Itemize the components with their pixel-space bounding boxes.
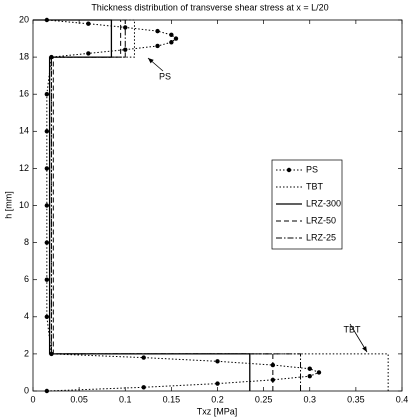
series-marker (169, 32, 174, 38)
series-marker (44, 388, 50, 394)
annotation: PS (159, 71, 171, 81)
chart-title: Thickness distribution of transverse she… (91, 2, 328, 12)
x-tick-label: 0.15 (163, 394, 181, 404)
y-tick-label: 4 (24, 311, 29, 321)
x-tick-label: 0.3 (303, 394, 316, 404)
y-tick-label: 6 (24, 274, 29, 284)
legend-label: TBT (306, 181, 324, 191)
series-marker (215, 359, 220, 364)
x-tick-label: 0.1 (119, 394, 132, 404)
y-tick-label: 10 (19, 200, 29, 210)
y-axis-label: h [mm] (3, 191, 13, 219)
series-marker (44, 240, 50, 245)
annotation-arrowhead (148, 58, 154, 64)
series-marker (316, 370, 322, 375)
y-tick-label: 2 (24, 348, 29, 358)
x-tick-label: 0.2 (211, 394, 224, 404)
series-marker (155, 28, 160, 34)
series-marker (141, 385, 146, 390)
series-marker (307, 373, 312, 379)
x-tick-label: 0.25 (255, 394, 273, 404)
y-tick-label: 8 (24, 237, 29, 247)
series-marker (215, 381, 220, 386)
series-marker (44, 277, 50, 282)
series-marker (141, 355, 146, 360)
x-tick-label: 0.4 (396, 394, 409, 404)
legend-label: PS (306, 164, 318, 174)
series-marker (44, 314, 50, 319)
y-tick-label: 20 (19, 14, 29, 24)
series-marker (169, 40, 174, 45)
annotation-arrowhead (362, 346, 367, 352)
y-tick-label: 12 (19, 163, 29, 173)
x-axis-label: Txz [MPa] (197, 406, 238, 416)
x-tick-label: 0.35 (347, 394, 365, 404)
series-marker (155, 43, 160, 49)
y-tick-label: 0 (24, 385, 29, 395)
series-marker (307, 366, 312, 371)
series-line (33, 19, 302, 391)
series-marker (44, 166, 50, 171)
series-marker (123, 25, 128, 30)
y-tick-label: 14 (19, 126, 29, 136)
annotation: TBT (344, 324, 362, 334)
series-marker (86, 21, 91, 26)
legend-label: LRZ-50 (306, 215, 336, 225)
series-marker (86, 51, 91, 56)
series-marker (44, 92, 50, 97)
series-marker (44, 129, 50, 134)
series-marker (44, 203, 50, 208)
legend-label: LRZ-25 (306, 232, 336, 242)
y-tick-label: 16 (19, 89, 29, 99)
x-tick-label: 0.05 (70, 394, 88, 404)
legend-label: LRZ-300 (306, 198, 341, 208)
y-tick-label: 18 (19, 51, 29, 61)
series-marker (173, 36, 179, 41)
x-tick-label: 0 (30, 394, 35, 404)
legend-marker (286, 167, 292, 173)
